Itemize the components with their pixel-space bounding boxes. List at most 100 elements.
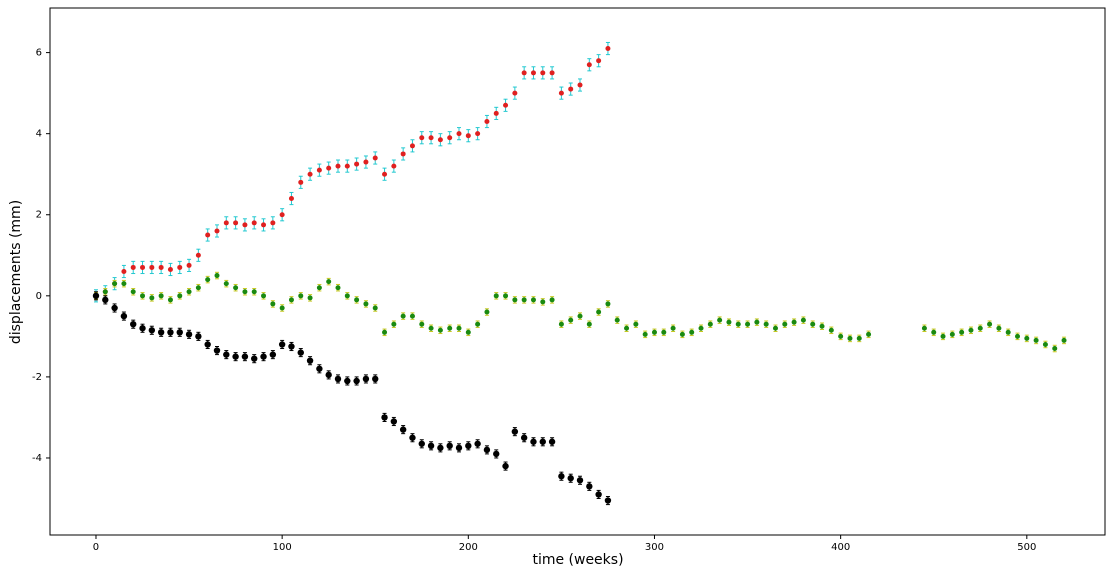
y-tick-label: 6 [36,48,42,59]
data-point [130,289,136,295]
data-point [261,222,267,228]
data-point [595,491,602,498]
data-point [251,289,257,295]
data-point [419,135,425,141]
data-point [502,462,509,470]
data-point [298,293,304,299]
data-point [428,135,434,141]
x-tick-label: 0 [93,542,99,553]
data-point [558,321,564,327]
data-point [298,179,304,185]
data-point [307,295,313,301]
data-point [1042,341,1048,347]
data-point [261,293,267,299]
y-tick-label: 0 [36,291,42,302]
data-point [866,331,872,337]
data-point [92,292,100,300]
data-point [838,333,844,339]
data-point [288,196,294,202]
data-point [530,70,536,76]
data-point [316,365,323,372]
data-point [782,321,788,327]
y-tick-label: -4 [32,453,42,464]
data-point [558,473,565,480]
data-point [270,220,276,226]
data-point [745,321,751,327]
data-point [149,264,155,270]
data-point [447,325,453,331]
data-point [121,281,127,287]
data-point [297,349,304,356]
data-point [940,333,946,339]
data-point [269,351,277,358]
data-point [596,309,602,315]
data-point [334,375,342,383]
data-point [604,497,612,504]
data-point [921,325,927,331]
data-point [214,273,220,279]
data-point [418,440,425,447]
data-point [437,137,443,143]
data-point [539,438,546,445]
data-point [483,446,491,454]
data-point [651,329,657,335]
data-point [605,46,611,52]
data-point [372,375,379,383]
data-point [763,321,769,327]
data-point [465,133,471,139]
data-point [205,277,211,283]
x-tick-label: 100 [273,542,292,553]
data-point [195,285,201,291]
data-point [419,321,425,327]
data-point [325,371,332,379]
data-point [205,232,211,238]
data-point [670,325,676,331]
data-point [437,327,443,333]
data-point [195,252,201,258]
data-point [540,70,546,76]
data-point [177,264,183,270]
data-point [400,151,406,157]
data-point [520,434,528,441]
data-point [121,269,127,274]
data-point [447,135,453,141]
data-point [335,163,341,169]
data-point [242,222,248,228]
data-point [437,444,444,452]
data-point [689,329,695,335]
data-point [493,110,499,116]
data-point [530,297,536,303]
data-point [195,333,202,340]
data-point [381,414,388,421]
data-point [233,285,239,291]
data-point [363,159,369,165]
data-point [130,264,136,270]
y-tick-label: 2 [36,210,42,221]
data-point [810,321,816,327]
data-point [102,296,109,304]
data-point [642,331,648,337]
data-point [1005,329,1011,335]
data-point [512,297,518,303]
data-point [316,167,322,173]
data-point [409,143,415,149]
data-point [484,309,490,315]
data-point [474,440,481,447]
data-point [977,325,983,331]
data-point [344,377,351,385]
data-point [847,335,853,341]
data-point [577,313,583,319]
data-point [568,317,574,323]
data-point [791,319,797,325]
data-point [968,327,974,333]
data-point [186,289,192,295]
data-point [503,293,509,299]
data-point [465,442,472,450]
data-point [996,325,1002,331]
data-point [354,297,360,303]
data-point [167,329,174,336]
data-point [1061,337,1067,343]
data-point [288,343,295,350]
data-point [735,321,741,327]
